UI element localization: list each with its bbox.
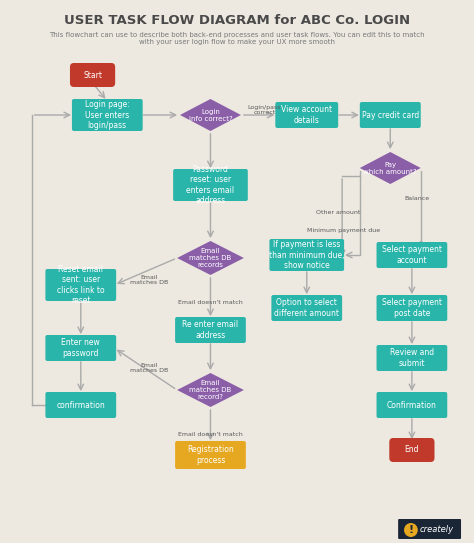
Text: Re enter email
address: Re enter email address xyxy=(182,320,238,340)
FancyBboxPatch shape xyxy=(376,392,447,418)
FancyBboxPatch shape xyxy=(72,99,143,131)
FancyBboxPatch shape xyxy=(275,102,338,128)
FancyBboxPatch shape xyxy=(173,169,248,201)
Polygon shape xyxy=(177,373,244,407)
Text: If payment is less
than minimum due,
show notice: If payment is less than minimum due, sho… xyxy=(269,240,345,270)
Text: This flowchart can use to describe both back-end processes and user task flows. : This flowchart can use to describe both … xyxy=(49,31,425,45)
Text: Option to select
different amount: Option to select different amount xyxy=(274,298,339,318)
Text: Login/pass
correct: Login/pass correct xyxy=(248,105,281,116)
Text: Pay
which amount?: Pay which amount? xyxy=(364,161,417,174)
Text: Registration
process: Registration process xyxy=(187,445,234,465)
Text: Email doesn't match: Email doesn't match xyxy=(178,433,243,438)
FancyBboxPatch shape xyxy=(70,63,115,87)
Text: Pay credit card: Pay credit card xyxy=(362,110,419,119)
Text: Email doesn't match: Email doesn't match xyxy=(178,300,243,305)
Text: USER TASK FLOW DIAGRAM for ABC Co. LOGIN: USER TASK FLOW DIAGRAM for ABC Co. LOGIN xyxy=(64,14,410,27)
Text: creately: creately xyxy=(419,526,454,534)
FancyBboxPatch shape xyxy=(46,392,116,418)
Text: Start: Start xyxy=(83,71,102,79)
Text: Email
matches DB
record?: Email matches DB record? xyxy=(189,380,232,400)
FancyBboxPatch shape xyxy=(360,102,421,128)
FancyBboxPatch shape xyxy=(376,345,447,371)
FancyBboxPatch shape xyxy=(398,519,461,539)
Text: End: End xyxy=(405,445,419,454)
Text: Password
reset: user
enters email
address: Password reset: user enters email addres… xyxy=(186,165,235,205)
Text: Email
matches DB: Email matches DB xyxy=(130,275,169,286)
Text: Login
info correct?: Login info correct? xyxy=(189,109,232,122)
Text: Select payment
post date: Select payment post date xyxy=(382,298,442,318)
Polygon shape xyxy=(360,152,421,184)
Text: Reset email
sent: user
clicks link to
reset: Reset email sent: user clicks link to re… xyxy=(57,265,105,305)
Text: Select payment
account: Select payment account xyxy=(382,245,442,264)
Text: View account
details: View account details xyxy=(281,105,332,125)
Text: Email
matches DB
records: Email matches DB records xyxy=(189,248,232,268)
Text: Review and
submit: Review and submit xyxy=(390,348,434,368)
FancyBboxPatch shape xyxy=(272,295,342,321)
Polygon shape xyxy=(180,99,241,131)
Polygon shape xyxy=(177,241,244,275)
Text: Login page:
User enters
login/pass: Login page: User enters login/pass xyxy=(85,100,130,130)
Circle shape xyxy=(404,523,418,537)
Text: Other amount: Other amount xyxy=(316,210,360,214)
Text: !: ! xyxy=(408,525,413,535)
FancyBboxPatch shape xyxy=(376,295,447,321)
FancyBboxPatch shape xyxy=(389,438,435,462)
FancyBboxPatch shape xyxy=(376,242,447,268)
Text: confirmation: confirmation xyxy=(56,401,105,409)
Text: Confirmation: Confirmation xyxy=(387,401,437,409)
Text: Balance: Balance xyxy=(404,195,429,200)
FancyBboxPatch shape xyxy=(175,317,246,343)
FancyBboxPatch shape xyxy=(175,441,246,469)
FancyBboxPatch shape xyxy=(269,239,344,271)
Text: Enter new
password: Enter new password xyxy=(62,338,100,358)
FancyBboxPatch shape xyxy=(46,269,116,301)
FancyBboxPatch shape xyxy=(46,335,116,361)
Text: Minimum payment due: Minimum payment due xyxy=(307,228,380,232)
Text: Email
matches DB: Email matches DB xyxy=(130,363,169,374)
